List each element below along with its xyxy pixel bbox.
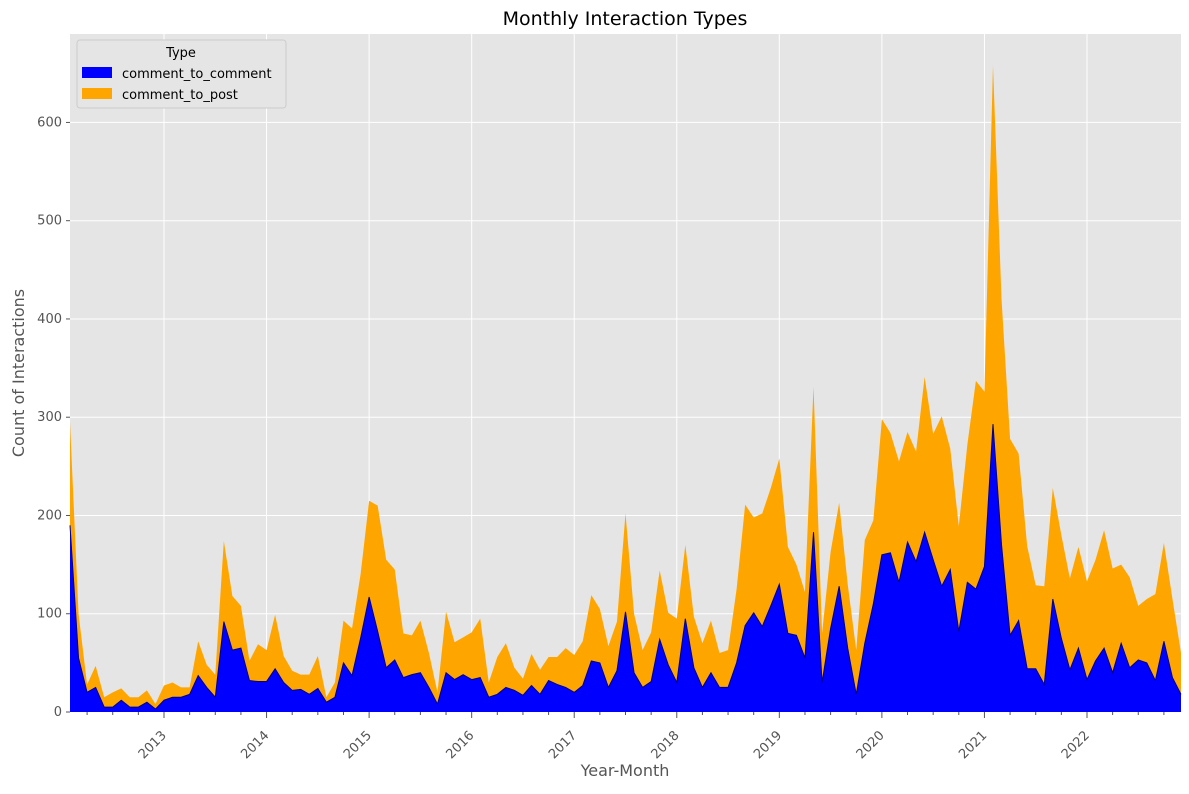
x-axis-title: Year-Month	[580, 761, 670, 780]
chart-title: Monthly Interaction Types	[503, 8, 748, 30]
legend-title: Type	[165, 46, 196, 61]
x-tick-label: 2019	[751, 728, 785, 762]
y-tick-label: 600	[37, 115, 62, 130]
legend-swatch-comment-to-post	[82, 88, 112, 99]
legend-swatch-comment-to-comment	[82, 67, 112, 78]
legend-label-comment-to-comment: comment_to_comment	[122, 67, 272, 82]
x-tick-label: 2015	[341, 728, 375, 762]
line-comment-to-comment	[69, 424, 1182, 710]
stacked-areas	[69, 65, 1182, 712]
legend-label-comment-to-post: comment_to_post	[122, 88, 238, 103]
x-tick-label: 2022	[1059, 728, 1093, 762]
x-tick-label: 2014	[238, 728, 272, 762]
x-tick-label: 2018	[649, 728, 683, 762]
y-tick-label: 100	[37, 607, 62, 622]
legend-box	[76, 39, 287, 109]
y-tick-label: 300	[37, 410, 62, 425]
x-tick-label: 2013	[136, 728, 170, 762]
y-tick-label: 200	[37, 508, 62, 523]
x-tick-label: 2020	[854, 728, 888, 762]
x-tick-label: 2017	[546, 728, 580, 762]
area-comment-to-comment	[70, 424, 1181, 712]
legend: Type comment_to_comment comment_to_post	[76, 39, 287, 109]
x-tick-label: 2021	[956, 728, 990, 762]
y-tick-label: 400	[37, 312, 62, 327]
area-comment-to-post	[70, 65, 1181, 710]
x-tick-label: 2016	[443, 728, 477, 762]
y-tick-label: 500	[37, 214, 62, 229]
y-tick-label: 0	[54, 705, 62, 720]
y-axis-title: Count of Interactions	[9, 289, 28, 457]
